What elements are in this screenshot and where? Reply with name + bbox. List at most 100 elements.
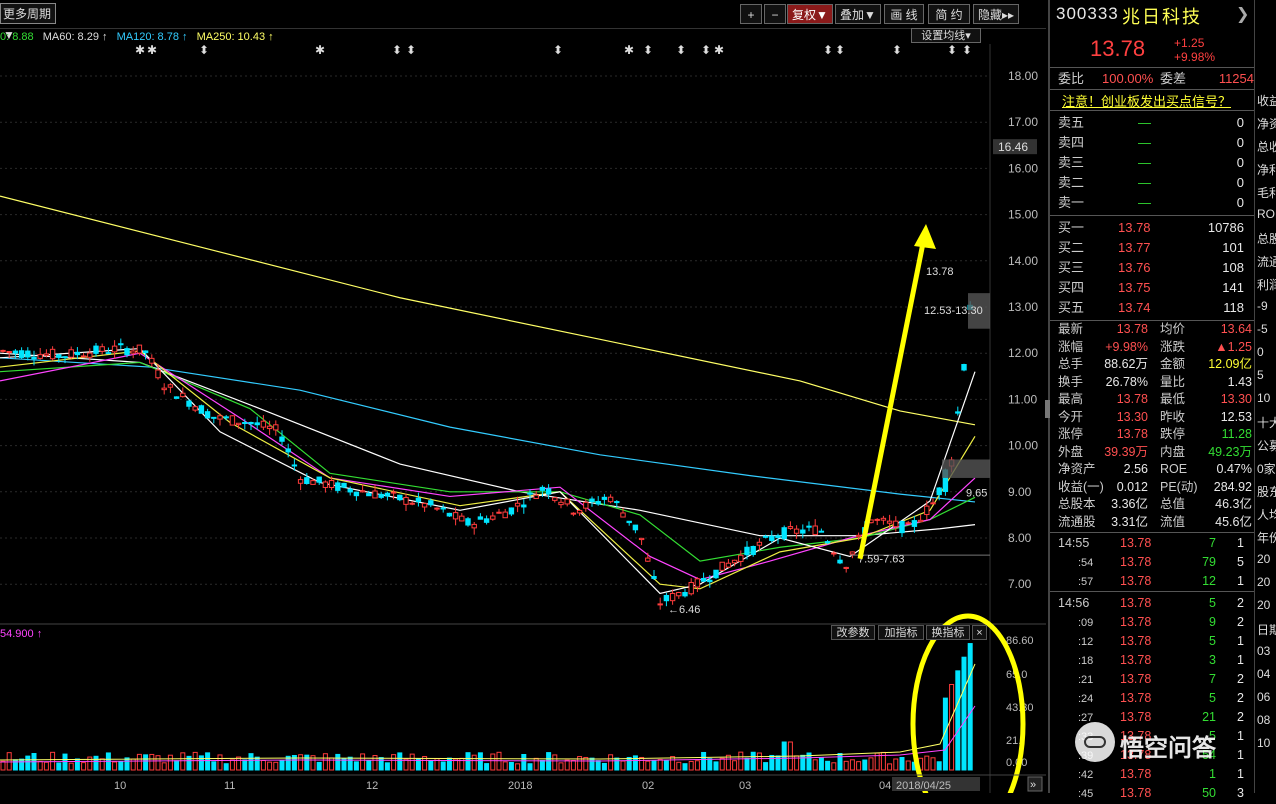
volume-bar [298,754,304,771]
volume-bar [763,762,769,771]
volume-bar [12,759,18,771]
f10-item[interactable]: 人均 [1257,508,1276,522]
f10-item[interactable]: 0家 [1257,462,1276,476]
chevron-right-icon[interactable]: ❯ [1236,6,1250,23]
volume-bar [304,754,310,771]
overlay-button[interactable]: 叠加▼ [835,4,881,24]
add-indicator-button[interactable]: 加指标 [878,625,924,640]
volume-bar [372,755,378,771]
f10-item[interactable]: 20 [1257,575,1271,589]
fuquan-button[interactable]: 复权▼ [787,4,833,24]
ask-label: 卖三 [1058,155,1085,170]
f10-item[interactable]: 总收 [1257,140,1276,154]
f10-item[interactable]: -5 [1257,322,1268,336]
candle-body [242,422,248,425]
stat-label: 今开 [1058,409,1084,424]
zoom-out-button[interactable]: − [764,4,786,24]
candle-body [874,518,880,521]
f10-item[interactable]: ROE [1257,207,1276,221]
f10-item[interactable]: 03 [1257,644,1271,658]
f10-item[interactable]: 日期 [1257,623,1276,637]
f10-item[interactable]: 20 [1257,552,1271,566]
candle-body [719,561,725,571]
panel-toggle-handle[interactable] [1045,400,1050,418]
volume-ma-line-2 [0,705,976,763]
simple-mode-button[interactable]: 简 约 [928,4,970,24]
f10-item[interactable]: 10 [1257,391,1271,405]
candle-body [6,351,12,354]
tick-row: 14:55 13.78 7 1 [1058,534,1254,553]
volume-bar [812,759,818,771]
f10-item[interactable]: 公募 [1257,439,1276,453]
f10-item[interactable]: 10 [1257,736,1271,750]
event-marker: ⬍ [643,44,653,57]
volume-bar [112,761,118,771]
switch-indicator-button[interactable]: 换指标 [926,625,970,640]
candle-body [335,482,341,491]
tick-row: :09 13.78 9 2 [1058,613,1254,632]
volume-bar [849,759,855,771]
f10-item[interactable]: 04 [1257,667,1271,681]
f10-item[interactable]: 20 [1257,598,1271,612]
f10-item[interactable]: 利润 [1257,278,1276,292]
candle-body [936,487,942,496]
close-indicator-button[interactable]: × [972,625,987,640]
ma-short-value: 0: 8.88 [0,31,34,43]
stat-value: 39.39万 [1104,444,1148,459]
candle-body [682,592,688,597]
f10-item[interactable]: 5 [1257,368,1264,382]
f10-item[interactable]: 股东 [1257,485,1276,499]
f10-item[interactable]: 净资 [1257,117,1276,131]
zoom-in-button[interactable]: + [740,4,762,24]
f10-item[interactable]: 年份 [1257,531,1276,545]
f10-item[interactable]: 总股 [1257,232,1276,246]
watermark-logo-icon [1075,722,1115,762]
candle-body [514,502,521,507]
f10-item[interactable]: 净利 [1257,163,1276,177]
event-marker: ✱ [135,44,145,57]
stat-label: 最新 [1058,322,1084,336]
stat-value: 284.92 [1213,479,1252,494]
candle-body [353,491,360,497]
draw-line-button[interactable]: 画 线 [884,4,924,24]
f10-item[interactable]: -9 [1257,299,1268,313]
f10-item[interactable]: 收益 [1257,94,1276,108]
volume-bar [136,753,142,771]
volume-bar [818,757,824,771]
volume-bar [186,755,192,771]
notice-link[interactable]: 注意！创业板发出买点信号？ [1062,94,1232,109]
stat-label: PE(动) [1160,479,1198,494]
hide-panel-button[interactable]: 隐藏▸▸ [973,4,1019,24]
highlight-ellipse [910,613,1026,793]
tick-time: :24 [1078,693,1094,705]
candle-body [800,529,806,534]
volume-bar [800,754,806,771]
tick-price: 13.78 [1120,672,1152,686]
tick-volume: 5 [1209,729,1216,743]
ask-price: — [1138,155,1151,170]
tick-time: :09 [1078,617,1094,629]
ask-label: 卖五 [1058,115,1085,130]
candle-body [421,502,428,508]
f10-item[interactable]: 06 [1257,690,1271,704]
period-select[interactable]: 更多周期▼ [0,3,56,42]
stat-label: 流值 [1160,514,1186,529]
tick-price: 13.78 [1120,555,1152,569]
bid-price: 13.77 [1118,240,1151,255]
candle-body [111,345,118,353]
high-price-label: 13.78 [926,266,954,278]
change-params-button[interactable]: 改参数 [831,625,875,640]
tick-row: :18 13.78 3 1 [1058,651,1254,670]
tick-time: :18 [1078,655,1094,667]
f10-item[interactable]: 毛利 [1257,186,1276,200]
set-ma-button[interactable]: 设置均线▾ [911,28,981,43]
f10-item[interactable]: 08 [1257,713,1271,727]
ask-row: 卖一 — 0 [1058,193,1254,212]
f10-item[interactable]: 0 [1257,345,1264,359]
f10-item[interactable]: 流通 [1257,255,1276,269]
tick-volume: 1 [1209,767,1216,781]
volume-bar [391,754,397,771]
candle-body [700,577,707,582]
f10-item[interactable]: 十大 [1257,416,1276,430]
